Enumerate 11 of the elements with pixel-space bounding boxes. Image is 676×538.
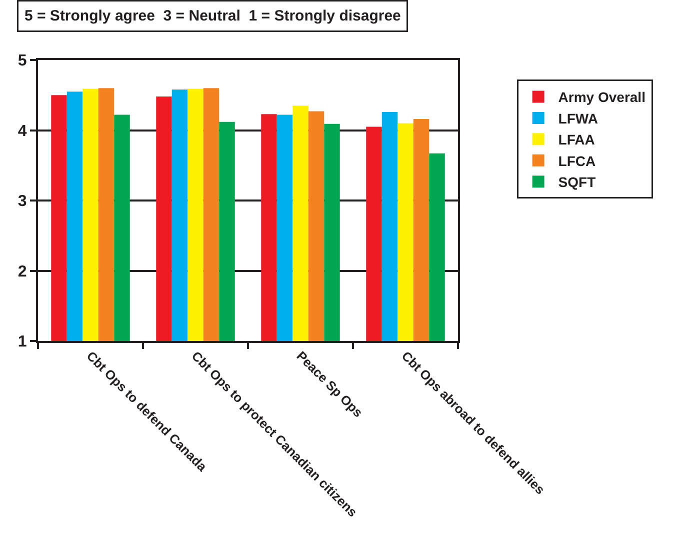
y-tick-label: 3 xyxy=(18,193,27,210)
legend-label: LFAA xyxy=(558,132,595,148)
y-tick-label: 1 xyxy=(18,334,27,351)
y-tick-label: 4 xyxy=(18,122,27,140)
legend-label: LFCA xyxy=(558,152,596,169)
y-tick-label: 2 xyxy=(18,263,27,280)
y-tick-label: 5 xyxy=(18,52,27,70)
legend-label: Army Overall xyxy=(558,89,646,106)
chart-title: 5 = Strongly agree 3 = Neutral 1 = Strongly disagree xyxy=(24,8,401,24)
legend-label: SQFT xyxy=(558,174,596,190)
legend-label: LFWA xyxy=(558,110,598,126)
